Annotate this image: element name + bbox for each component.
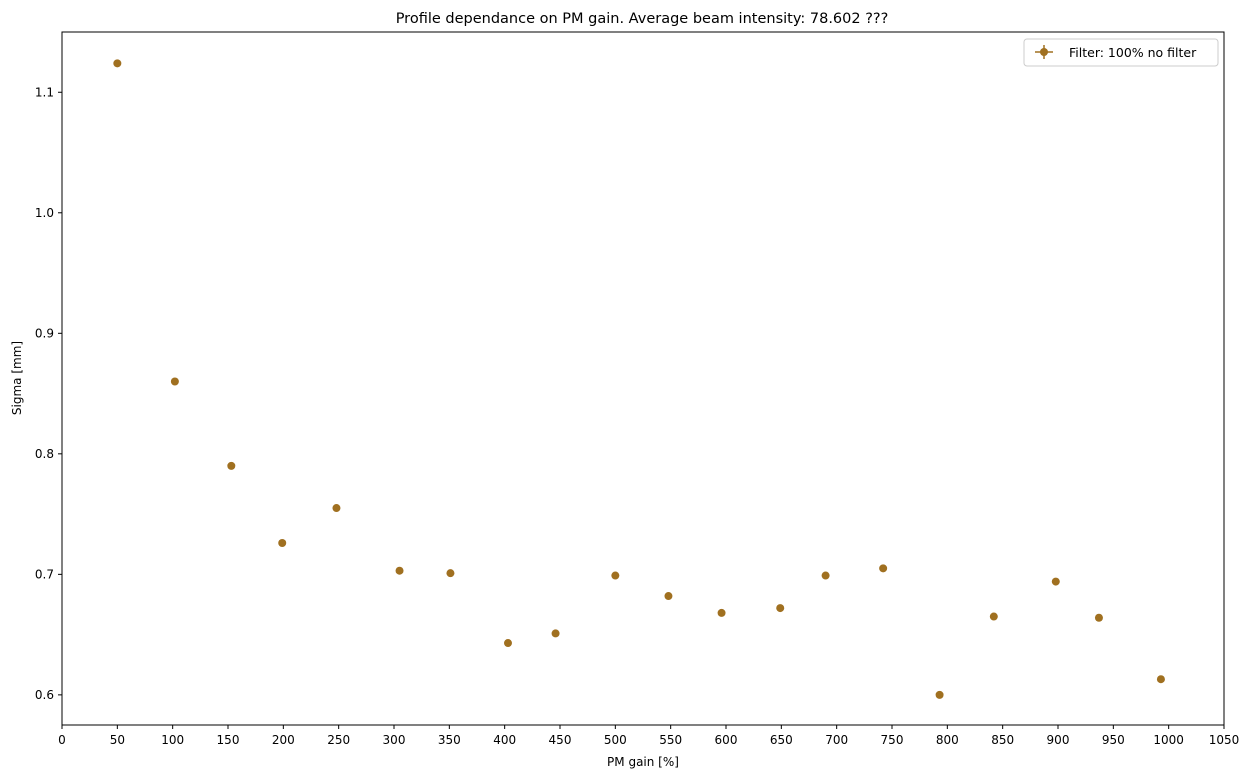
legend-label: Filter: 100% no filter (1069, 45, 1197, 60)
data-points (113, 59, 1165, 699)
x-tick-label: 400 (493, 733, 516, 747)
y-tick-label: 0.6 (35, 688, 54, 702)
x-tick-label: 750 (881, 733, 904, 747)
data-point (227, 461, 236, 470)
data-point (395, 566, 404, 575)
x-tick-label: 150 (217, 733, 240, 747)
x-tick-label: 250 (327, 733, 350, 747)
x-tick-label: 50 (110, 733, 125, 747)
x-tick-label: 950 (1102, 733, 1125, 747)
x-tick-label: 500 (604, 733, 627, 747)
data-point (717, 608, 726, 617)
y-tick-label: 1.0 (35, 206, 54, 220)
x-tick-label: 600 (715, 733, 738, 747)
x-tick-label: 100 (161, 733, 184, 747)
y-axis-label: Sigma [mm] (10, 341, 24, 415)
legend-marker (1035, 45, 1053, 59)
x-axis: 0 50 100 150 200 250 300 350 400 450 500 550 600 650 7… (58, 725, 1239, 747)
x-tick-label: 1050 (1209, 733, 1240, 747)
data-point (1156, 675, 1165, 684)
plot-area (61, 31, 1225, 726)
data-point (551, 629, 560, 638)
data-point (879, 564, 888, 573)
x-tick-label: 700 (825, 733, 848, 747)
data-point (611, 571, 620, 580)
data-point (1051, 577, 1060, 586)
y-tick-label: 0.7 (35, 567, 54, 581)
x-axis-label: PM gain [%] (607, 755, 679, 769)
chart-title: Profile dependance on PM gain. Average b… (396, 11, 889, 27)
x-tick-label: 0 (58, 733, 66, 747)
x-tick-label: 200 (272, 733, 295, 747)
data-point (989, 612, 998, 621)
x-tick-label: 450 (549, 733, 572, 747)
data-point (170, 377, 179, 386)
x-tick-label: 650 (770, 733, 793, 747)
data-point (503, 639, 512, 648)
data-point (776, 604, 785, 613)
y-tick-label: 0.9 (35, 326, 54, 340)
data-point (446, 569, 455, 578)
y-tick-label: 1.1 (35, 85, 54, 99)
legend-point (1040, 48, 1048, 56)
x-tick-label: 1000 (1153, 733, 1184, 747)
data-point (821, 571, 830, 580)
plot-frame (61, 31, 1225, 726)
x-tick-label: 900 (1047, 733, 1070, 747)
legend: Filter: 100% no filter (1023, 38, 1219, 67)
data-point (332, 504, 341, 513)
y-axis: 0.6 0.7 0.8 0.9 1.0 1.1 (35, 85, 62, 702)
x-tick-label: 300 (383, 733, 406, 747)
data-point (664, 592, 673, 601)
x-tick-label: 350 (438, 733, 461, 747)
data-point (113, 59, 122, 68)
x-tick-label: 800 (936, 733, 959, 747)
x-tick-label: 850 (991, 733, 1014, 747)
y-tick-label: 0.8 (35, 447, 54, 461)
data-point (935, 690, 944, 699)
data-point (278, 539, 287, 548)
data-point (1094, 613, 1103, 622)
x-tick-label: 550 (659, 733, 682, 747)
legend-box (1023, 38, 1219, 67)
